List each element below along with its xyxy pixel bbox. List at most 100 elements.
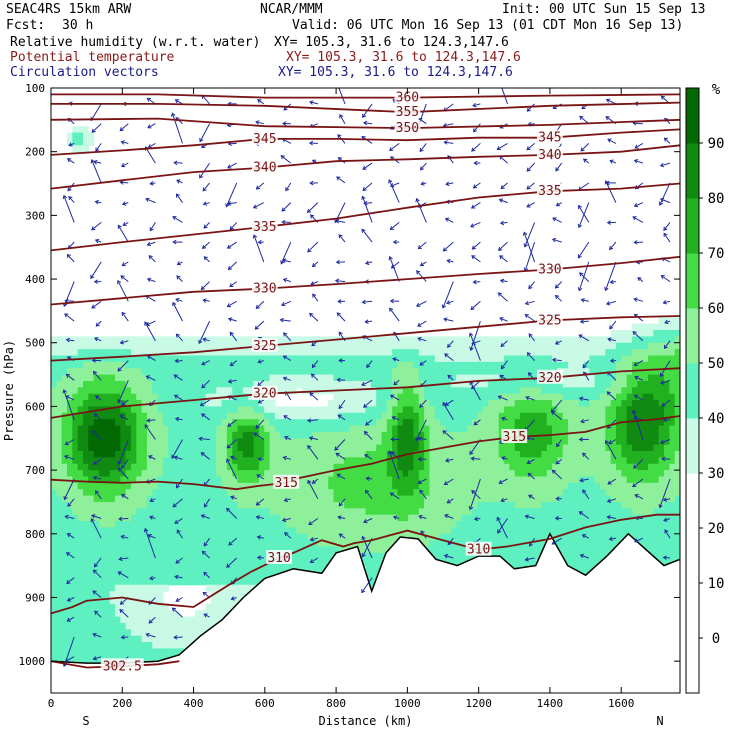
rh-cell: [648, 374, 654, 382]
rh-cell: [344, 342, 351, 350]
rh-cell: [429, 451, 436, 458]
rh-cell: [658, 361, 665, 369]
rh-cell: [568, 342, 574, 350]
rh-cell: [626, 451, 633, 458]
rh-cell: [568, 400, 574, 408]
rh-cell: [354, 521, 361, 529]
rh-cell: [88, 540, 95, 548]
rh-cell: [56, 533, 63, 541]
rh-cell: [317, 419, 324, 427]
rh-cell: [610, 393, 617, 401]
rh-cell: [344, 419, 351, 427]
rh-cell: [594, 559, 601, 567]
rh-cell: [557, 412, 564, 420]
rh-cell: [51, 514, 57, 522]
rh-cell: [130, 584, 137, 592]
rh-cell: [557, 400, 564, 408]
rh-cell: [674, 457, 680, 465]
rh-cell: [434, 368, 441, 376]
vector-shaft: [122, 202, 129, 205]
rh-cell: [525, 451, 532, 458]
rh-cell: [632, 489, 638, 497]
rh-cell: [541, 438, 548, 446]
rh-cell: [653, 552, 660, 560]
rh-cell: [98, 572, 105, 579]
rh-cell: [178, 559, 185, 567]
rh-cell: [264, 438, 271, 446]
rh-cell: [61, 629, 68, 637]
rh-cell: [594, 501, 601, 509]
rh-cell: [637, 495, 644, 503]
rh-cell: [66, 629, 73, 637]
rh-cell: [104, 463, 111, 471]
rh-cell: [285, 336, 292, 344]
rh-cell: [141, 514, 148, 522]
rh-cell: [93, 540, 100, 548]
vector-head: [94, 238, 100, 244]
rh-cell: [653, 482, 660, 490]
vector-head: [92, 569, 98, 574]
rh-cell: [152, 482, 159, 490]
rh-cell: [669, 400, 676, 408]
rh-cell: [173, 489, 180, 497]
rh-cell: [93, 514, 100, 522]
rh-cell: [493, 482, 500, 490]
rh-cell: [104, 355, 111, 363]
rh-cell: [402, 476, 409, 484]
rh-cell: [93, 572, 100, 579]
rh-cell: [322, 495, 329, 503]
rh-cell: [402, 380, 409, 388]
rh-cell: [669, 419, 676, 427]
rh-cell: [344, 489, 351, 497]
rh-cell: [637, 438, 644, 446]
rh-cell: [66, 635, 73, 643]
rh-cell: [557, 470, 564, 478]
rh-cell: [178, 552, 185, 560]
rh-cell: [488, 400, 495, 408]
rh-cell: [152, 431, 159, 439]
rh-cell: [253, 451, 260, 458]
rh-cell: [189, 451, 196, 458]
rh-cell: [589, 451, 596, 458]
vector-shaft: [64, 313, 75, 322]
rh-cell: [653, 380, 660, 388]
rh-cell: [520, 489, 527, 497]
rh-cell: [461, 514, 468, 522]
rh-cell: [381, 368, 388, 376]
rh-cell: [648, 330, 654, 337]
rh-cell: [381, 412, 388, 420]
rh-cell: [221, 514, 228, 522]
rh-cell: [530, 419, 537, 427]
rh-cell: [258, 463, 265, 471]
vector-head: [92, 590, 97, 595]
rh-cell: [146, 629, 153, 637]
rh-cell: [498, 451, 505, 458]
rh-cell: [280, 457, 287, 465]
rh-cell: [56, 482, 63, 490]
rh-cell: [541, 444, 548, 452]
rh-cell: [109, 501, 116, 509]
rh-cell: [258, 451, 265, 458]
rh-cell: [589, 425, 596, 433]
rh-cell: [216, 533, 223, 541]
rh-cell: [290, 527, 297, 535]
rh-cell: [77, 482, 84, 490]
rh-cell: [456, 336, 463, 344]
rh-cell: [157, 419, 164, 427]
rh-cell: [221, 578, 228, 586]
rh-cell: [242, 393, 249, 401]
rh-cell: [274, 336, 281, 344]
rh-cell: [162, 457, 169, 465]
rh-cell: [194, 565, 201, 573]
rh-cell: [93, 597, 100, 605]
rh-cell: [242, 521, 249, 529]
rh-cell: [200, 559, 207, 567]
rh-cell: [200, 540, 207, 548]
rh-cell: [226, 482, 233, 490]
rh-cell: [328, 495, 335, 503]
rh-cell: [472, 521, 479, 529]
rh-cell: [594, 476, 601, 484]
rh-cell: [653, 400, 660, 408]
rh-cell: [162, 616, 169, 624]
rh-cell: [98, 419, 105, 427]
